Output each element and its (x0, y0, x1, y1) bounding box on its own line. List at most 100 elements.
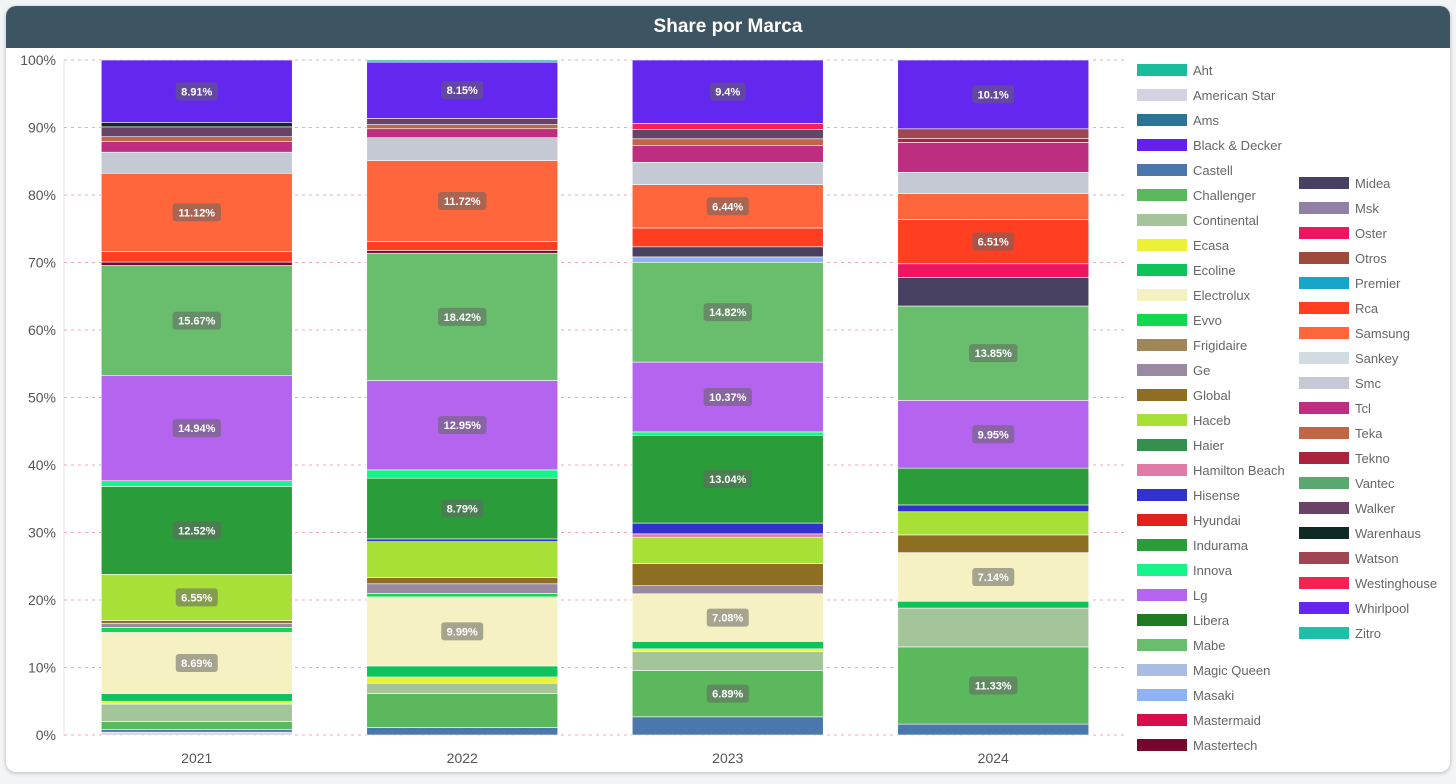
bar-segment-2021-walker (100, 126, 293, 138)
legend-label-watson: Watson (1355, 551, 1399, 566)
bar-segment-2023-teka (631, 138, 824, 146)
legend-swatch-mabe (1137, 639, 1187, 651)
legend-label-frigidaire: Frigidaire (1193, 338, 1247, 353)
legend-label-aht: Aht (1193, 63, 1213, 78)
bar-segment-2024-castell (897, 723, 1090, 736)
legend-swatch-zitro (1299, 627, 1349, 639)
legend-swatch-whirlpool (1299, 602, 1349, 614)
legend-label-midea: Midea (1355, 176, 1391, 191)
bar-segment-2022-mastertech (366, 250, 559, 254)
legend-label-ecoline: Ecoline (1193, 263, 1236, 278)
data-label-bg (441, 622, 484, 641)
bar-segment-2021-warenhaus (100, 122, 293, 128)
legend-swatch-watson (1299, 552, 1349, 564)
legend-label-rca: Rca (1355, 301, 1379, 316)
bar-segment-2021-smc (100, 151, 293, 174)
bar-segment-2023-westinghouse (631, 122, 824, 130)
legend-label-samsung: Samsung (1355, 326, 1410, 341)
data-label: 11.33% (975, 681, 1012, 693)
data-label-bg (703, 303, 752, 322)
legend-swatch-continental (1137, 214, 1187, 226)
bar-segment-2024-indurama (897, 467, 1090, 506)
y-tick-label: 60% (28, 322, 56, 338)
bar-segment-2023-smc (631, 162, 824, 185)
data-label: 7.08% (712, 613, 743, 625)
bar-segment-2021-mastertech (100, 261, 293, 266)
legend-swatch-challenger (1137, 189, 1187, 201)
legend-label-black-decker: Black & Decker (1193, 138, 1283, 153)
bar-segment-2023-hisense (631, 522, 824, 535)
legend-label-premier: Premier (1355, 276, 1401, 291)
legend-swatch-mastermaid (1137, 714, 1187, 726)
data-label-bg (172, 521, 221, 540)
data-label-bg (706, 197, 749, 216)
stacked-bar-chart: 0% 10% 20% 30% 40% 50% 60% 70% 80% 90% 100% 2021 8.6… (20, 52, 1437, 766)
y-tick-label: 90% (28, 120, 56, 136)
bar-segment-2021-castell (100, 729, 293, 733)
bar-segment-2024-smc (897, 172, 1090, 194)
legend-swatch-magic-queen (1137, 664, 1187, 676)
data-label-bg (441, 499, 484, 518)
bar-segment-2021-rca (100, 251, 293, 263)
legend-label-haier: Haier (1193, 438, 1225, 453)
legend-swatch-ecoline (1137, 264, 1187, 276)
y-tick-label: 80% (28, 187, 56, 203)
data-label-bg (172, 203, 221, 222)
data-label-bg (172, 311, 221, 330)
chart-card: Share por Marca 0% 10% 20% 30% 40% 50% 60% 70% 8… (6, 6, 1450, 772)
x-tick-label: 2021 (181, 750, 212, 766)
data-label: 6.89% (712, 689, 743, 701)
legend-label-masaki: Masaki (1193, 688, 1234, 703)
bar-segment-2023-haceb (631, 536, 824, 564)
bar-segment-2023-midea (631, 246, 824, 258)
legend-swatch-haier (1137, 439, 1187, 451)
bar-segment-2024-global (897, 534, 1090, 553)
bar-segment-2024-haceb (897, 511, 1090, 536)
y-tick-label: 30% (28, 525, 56, 541)
legend-label-tcl: Tcl (1355, 401, 1371, 416)
legend-label-walker: Walker (1355, 501, 1396, 516)
data-label-bg (438, 191, 487, 210)
bar-segment-2022-ge (366, 583, 559, 594)
data-label: 8.69% (181, 658, 212, 670)
legend-label-mabe: Mabe (1193, 638, 1226, 653)
bar-segment-2021-teka (100, 136, 293, 142)
legend-swatch-indurama (1137, 539, 1187, 551)
bar-segment-2022-hisense (366, 538, 559, 542)
bar-segment-2022-continental (366, 682, 559, 694)
y-tick-label: 10% (28, 660, 56, 676)
data-label-bg (175, 588, 218, 607)
data-label: 6.55% (181, 592, 212, 604)
legend-swatch-castell (1137, 164, 1187, 176)
chart-title: Share por Marca (6, 6, 1450, 48)
bar-segment-2022-ecasa (366, 676, 559, 684)
bar-segment-2022-evvo (366, 593, 559, 598)
y-tick-label: 70% (28, 255, 56, 271)
data-label: 13.04% (709, 474, 747, 486)
y-tick-label: 100% (20, 52, 56, 68)
legend-label-libera: Libera (1193, 613, 1230, 628)
legend-label-ecasa: Ecasa (1193, 238, 1230, 253)
data-label: 14.82% (709, 307, 747, 319)
data-label: 9.95% (978, 429, 1009, 441)
bar-segment-2022-rca (366, 241, 559, 251)
data-label-bg (709, 82, 746, 101)
data-label-bg (706, 608, 749, 627)
bar-segment-2024-hisense (897, 504, 1090, 513)
bar-segment-2024-tekno (897, 138, 1090, 143)
legend-swatch-otros (1299, 252, 1349, 264)
data-label-bg (175, 653, 218, 672)
data-label: 11.12% (178, 207, 215, 219)
legend-swatch-black-decker (1137, 139, 1187, 151)
x-tick-label: 2023 (712, 750, 743, 766)
data-label-bg (172, 419, 221, 438)
legend-label-whirlpool: Whirlpool (1355, 601, 1409, 616)
legend-swatch-tekno (1299, 452, 1349, 464)
bar-segment-2022-castell (366, 727, 559, 736)
legend-swatch-hamilton-beach (1137, 464, 1187, 476)
bar-segment-2021-ecoline (100, 693, 293, 702)
data-label-bg (972, 425, 1015, 444)
bar-segment-2022-haceb (366, 541, 559, 578)
legend-swatch-warenhaus (1299, 527, 1349, 539)
data-label: 6.51% (978, 237, 1009, 249)
